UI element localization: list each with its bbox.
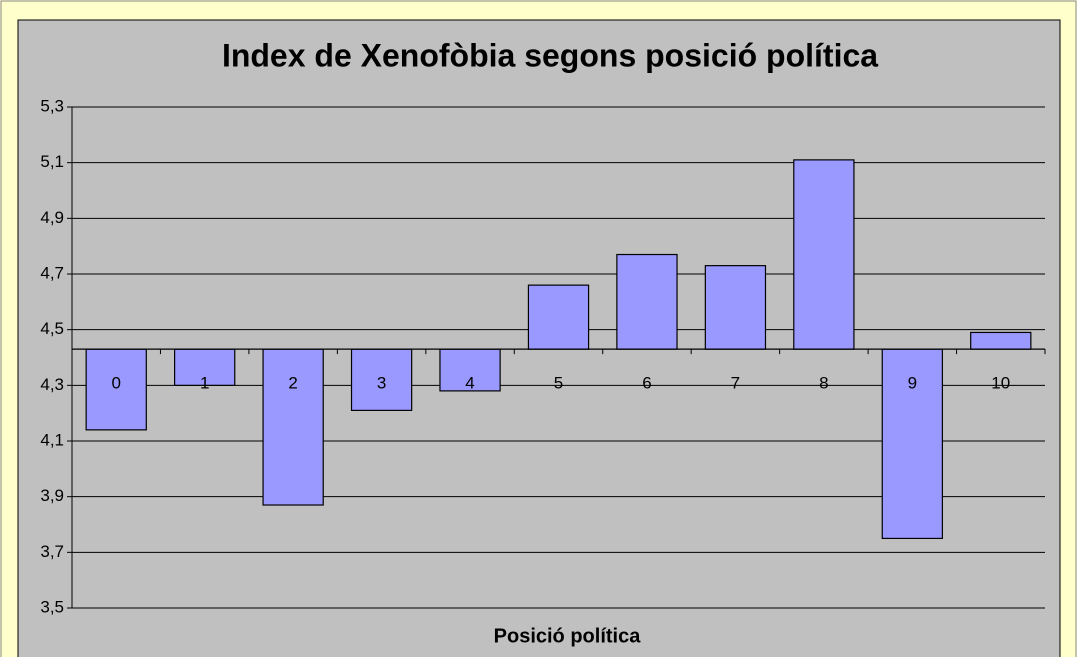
y-tick-label: 5,3 <box>40 96 64 115</box>
bar <box>704 265 767 350</box>
chart-title: Index de Xenofòbia segons posició políti… <box>222 37 878 73</box>
y-tick-label: 4,5 <box>40 319 64 338</box>
y-tick-label: 5,1 <box>40 152 64 171</box>
bar <box>350 348 413 411</box>
bar <box>85 348 147 431</box>
y-tick-label: 4,9 <box>40 208 64 227</box>
y-tick-label: 4,1 <box>40 430 64 449</box>
bar <box>262 348 324 506</box>
x-tick-label: 0 <box>111 374 120 393</box>
x-tick-label: 5 <box>554 374 563 393</box>
x-tick-label: 2 <box>288 374 297 393</box>
x-axis-title: Posició política <box>494 625 642 647</box>
bar <box>881 348 943 540</box>
x-tick-label: 10 <box>991 374 1010 393</box>
bar <box>970 331 1032 350</box>
y-tick-label: 4,3 <box>40 375 64 394</box>
x-tick-label: 1 <box>200 374 209 393</box>
bar <box>793 159 855 350</box>
x-tick-label: 6 <box>642 374 651 393</box>
bar <box>616 253 678 350</box>
bar <box>527 284 590 350</box>
y-tick-label: 3,7 <box>40 542 64 561</box>
x-tick-label: 9 <box>908 374 917 393</box>
x-tick-label: 8 <box>819 374 828 393</box>
y-tick-label: 4,7 <box>40 263 64 282</box>
x-tick-label: 4 <box>465 374 474 393</box>
bar <box>174 348 236 386</box>
x-tick-label: 3 <box>377 374 386 393</box>
y-tick-label: 3,5 <box>40 597 64 616</box>
y-tick-label: 3,9 <box>40 486 64 505</box>
x-tick-label: 7 <box>731 374 740 393</box>
